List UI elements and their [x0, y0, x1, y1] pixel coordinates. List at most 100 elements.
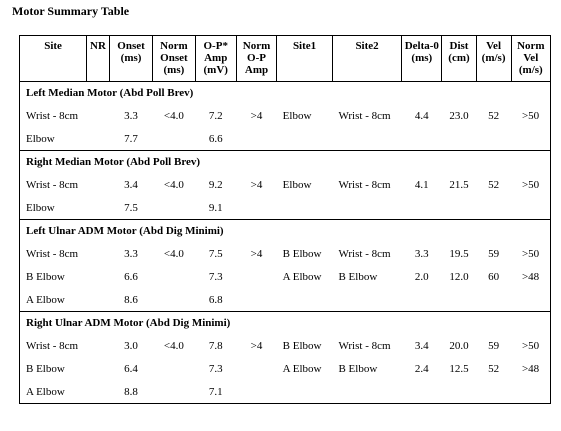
motor-group: Right Median Motor (Abd Poll Brev) Wrist …	[19, 150, 551, 220]
cell-site1: Elbow	[282, 109, 312, 122]
column-header-norm-vel: Norm Vel (m/s)	[510, 35, 552, 82]
cell-site: Elbow	[19, 127, 87, 151]
cell-nr	[87, 173, 110, 196]
cell-norm-onset	[153, 357, 195, 380]
cell-norm-vel: >50	[521, 339, 540, 352]
cell-site1: A Elbow	[282, 362, 322, 375]
cell-delta-0	[401, 196, 442, 220]
cell-norm-onset	[153, 265, 195, 288]
cell-norm-vel: >50	[521, 178, 540, 191]
cell-op-amp: 7.5	[208, 247, 223, 260]
cell-onset: 3.0	[124, 339, 138, 352]
cell-onset: 7.5	[109, 196, 153, 220]
cell-norm-op-amp	[236, 380, 277, 404]
cell-vel: 52	[488, 109, 500, 122]
header-row: Site NR Onset (ms) Norm Onset (ms) O-P* …	[18, 35, 552, 82]
cell-site: B Elbow	[26, 270, 65, 283]
cell-site2	[332, 127, 402, 151]
cell-site: A Elbow	[19, 380, 87, 404]
cell-dist: 19.5	[449, 247, 469, 260]
cell-site: Elbow	[19, 196, 87, 220]
cell-delta-0	[401, 127, 442, 151]
cell-onset: 7.7	[109, 127, 153, 151]
cell-dist: 20.0	[449, 339, 469, 352]
cell-norm-op-amp	[236, 265, 276, 288]
cell-delta-0: 4.1	[414, 178, 429, 191]
cell-nr	[87, 265, 110, 288]
cell-site1	[276, 380, 333, 404]
cell-nr	[87, 334, 110, 357]
cell-norm-onset: <4.0	[163, 339, 184, 352]
cell-onset: 3.3	[124, 109, 138, 122]
cell-op-amp: 6.8	[195, 288, 237, 312]
table-title: Motor Summary Table	[12, 4, 130, 18]
cell-site2: Wrist - 8cm	[338, 247, 391, 260]
column-header-norm-onset: Norm Onset (ms)	[152, 35, 196, 82]
table-row: Wrist - 8cm 3.4 <4.0 9.2 >4 Elbow Wrist - 8cm 4…	[20, 173, 551, 196]
cell-site2	[332, 288, 402, 312]
cell-vel: 52	[488, 178, 500, 191]
cell-dist: 12.5	[449, 362, 469, 375]
group-header-row: Right Median Motor (Abd Poll Brev)	[19, 150, 551, 173]
cell-delta-0: 3.3	[414, 247, 429, 260]
cell-delta-0	[401, 380, 442, 404]
cell-norm-onset	[152, 288, 196, 312]
table-row: Elbow 7.7 6.6	[19, 127, 551, 151]
group-title: Left Median Motor (Abd Poll Brev)	[19, 81, 551, 104]
cell-norm-onset	[152, 127, 196, 151]
cell-vel	[476, 196, 512, 220]
cell-norm-vel	[511, 196, 551, 220]
cell-dist	[441, 196, 477, 220]
column-header-site2: Site2	[331, 35, 403, 82]
cell-site: Wrist - 8cm	[26, 178, 79, 191]
table-row: Wrist - 8cm 3.3 <4.0 7.5 >4 B Elbow Wrist - 8c…	[20, 242, 551, 265]
cell-norm-op-amp: >4	[250, 109, 263, 122]
cell-nr	[86, 288, 110, 312]
cell-delta-0: 2.4	[414, 362, 429, 375]
cell-nr	[86, 380, 110, 404]
cell-site1	[276, 288, 333, 312]
cell-norm-op-amp	[236, 288, 277, 312]
motor-group: Right Ulnar ADM Motor (Abd Dig Minimi) Wr…	[19, 311, 551, 404]
cell-nr	[86, 196, 110, 220]
column-header-onset: Onset (ms)	[108, 35, 154, 82]
cell-op-amp: 9.1	[195, 196, 237, 220]
group-header-row: Left Ulnar ADM Motor (Abd Dig Minimi)	[19, 219, 551, 242]
cell-op-amp: 7.3	[208, 270, 223, 283]
cell-vel: 60	[488, 270, 500, 283]
cell-norm-vel: >50	[521, 109, 540, 122]
cell-norm-vel	[511, 127, 551, 151]
table-row: B Elbow 6.4 7.3 A Elbow B Elbow 2.4 12.5 52 >48	[20, 357, 551, 380]
cell-vel	[476, 288, 512, 312]
cell-vel	[476, 127, 512, 151]
cell-onset: 3.3	[124, 247, 138, 260]
column-header-op-amp: O-P* Amp (mV)	[194, 35, 237, 82]
table-row: A Elbow 8.6 6.8	[19, 288, 551, 312]
cell-site2: Wrist - 8cm	[338, 339, 391, 352]
column-header-nr: NR	[86, 35, 110, 82]
cell-nr	[87, 242, 110, 265]
cell-norm-onset: <4.0	[163, 247, 184, 260]
motor-group: Left Median Motor (Abd Poll Brev) Wrist -…	[19, 81, 551, 151]
cell-dist	[441, 380, 477, 404]
cell-site: A Elbow	[19, 288, 87, 312]
column-header-vel: Vel (m/s)	[475, 35, 512, 82]
cell-delta-0: 4.4	[414, 109, 429, 122]
cell-onset: 3.4	[124, 178, 138, 191]
cell-onset: 8.6	[109, 288, 153, 312]
cell-dist: 21.5	[449, 178, 469, 191]
cell-dist	[441, 288, 477, 312]
cell-norm-op-amp	[236, 127, 277, 151]
cell-delta-0: 2.0	[414, 270, 429, 283]
group-title: Right Median Motor (Abd Poll Brev)	[19, 150, 551, 173]
table-row: Wrist - 8cm 3.3 <4.0 7.2 >4 Elbow Wrist - 8cm 4…	[20, 104, 551, 127]
cell-site2: B Elbow	[338, 362, 378, 375]
cell-norm-vel: >48	[521, 362, 540, 375]
cell-norm-vel: >48	[521, 270, 540, 283]
cell-site1: B Elbow	[282, 247, 322, 260]
cell-norm-onset: <4.0	[163, 178, 184, 191]
cell-norm-vel: >50	[521, 247, 540, 260]
cell-dist: 12.0	[449, 270, 469, 283]
cell-norm-op-amp: >4	[250, 178, 263, 191]
cell-op-amp: 7.1	[195, 380, 237, 404]
